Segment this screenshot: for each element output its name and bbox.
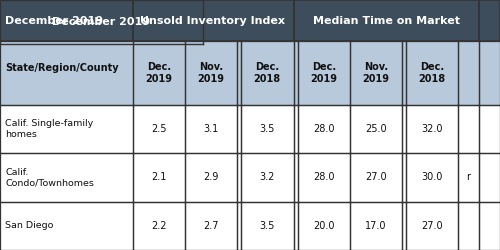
Bar: [479, 41, 500, 105]
Bar: [458, 105, 479, 153]
Text: 2.1: 2.1: [151, 172, 166, 182]
Bar: [458, 202, 479, 250]
Bar: [237, 41, 241, 105]
Text: Calif.
Condo/Townhomes: Calif. Condo/Townhomes: [5, 168, 94, 187]
Text: State/Region/County: State/Region/County: [5, 63, 118, 73]
Text: Unsold Inventory Index: Unsold Inventory Index: [140, 16, 286, 26]
Text: Nov.
2019: Nov. 2019: [198, 62, 224, 84]
Text: Nov.
2019: Nov. 2019: [362, 62, 390, 84]
Text: 2.2: 2.2: [151, 221, 166, 231]
Bar: [402, 202, 406, 250]
Bar: [402, 105, 406, 153]
Bar: [294, 105, 298, 153]
Text: 3.2: 3.2: [260, 172, 275, 182]
Text: 27.0: 27.0: [365, 172, 387, 182]
Text: 32.0: 32.0: [422, 124, 443, 134]
Text: 25.0: 25.0: [365, 124, 387, 134]
Bar: [294, 202, 298, 250]
Bar: [237, 153, 241, 202]
Text: 3.5: 3.5: [260, 221, 275, 231]
Text: Dec.
2018: Dec. 2018: [254, 62, 281, 84]
Text: Calif. Single-family
homes: Calif. Single-family homes: [5, 120, 93, 139]
Text: 2.5: 2.5: [151, 124, 166, 134]
Bar: [402, 41, 406, 105]
Bar: [479, 105, 500, 153]
Text: December 2019: December 2019: [52, 17, 150, 27]
Text: Dec.
2019: Dec. 2019: [310, 62, 338, 84]
Text: Median Time on Market: Median Time on Market: [313, 16, 460, 26]
Bar: [294, 41, 298, 105]
Text: 28.0: 28.0: [313, 172, 334, 182]
Bar: [237, 105, 241, 153]
Text: 2.9: 2.9: [204, 172, 218, 182]
Text: 3.1: 3.1: [204, 124, 218, 134]
Bar: [479, 202, 500, 250]
Text: 2.7: 2.7: [203, 221, 219, 231]
Text: 17.0: 17.0: [365, 221, 387, 231]
Bar: [237, 202, 241, 250]
Text: December 2019: December 2019: [5, 16, 103, 26]
Text: 3.5: 3.5: [260, 124, 275, 134]
Text: Dec.
2019: Dec. 2019: [145, 62, 172, 84]
Text: Dec.
2018: Dec. 2018: [418, 62, 446, 84]
Bar: [294, 153, 298, 202]
Bar: [479, 0, 500, 41]
Text: San Diego: San Diego: [5, 221, 54, 230]
Text: 27.0: 27.0: [421, 221, 443, 231]
Text: 28.0: 28.0: [313, 124, 334, 134]
Bar: [458, 41, 479, 105]
Bar: [479, 153, 500, 202]
Text: 30.0: 30.0: [422, 172, 442, 182]
Text: 20.0: 20.0: [313, 221, 334, 231]
Bar: [458, 153, 479, 202]
Text: r: r: [466, 172, 470, 182]
Bar: [402, 153, 406, 202]
